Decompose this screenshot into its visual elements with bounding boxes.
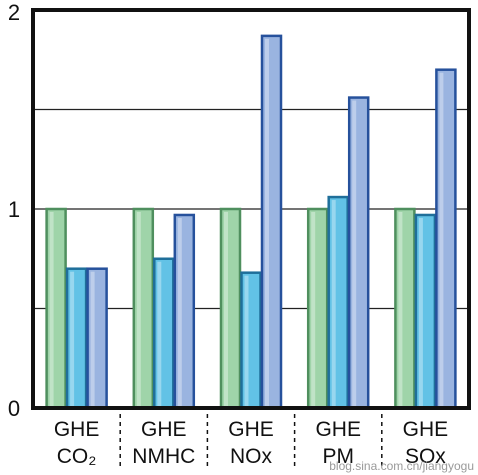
bar-highlight [331,200,336,406]
bar-highlight [90,271,95,406]
bar-highlight [136,212,141,406]
bar-highlight [311,212,316,406]
bar [153,257,175,410]
category-label-top: GHE [315,418,361,441]
bar [45,207,67,410]
bar [132,207,155,410]
bar [65,267,88,410]
y-tick-label: 2 [8,0,20,25]
bar-highlight [265,38,269,407]
bar [394,207,416,410]
bar-highlight [244,275,249,406]
category-label-bottom: SOx [405,445,446,468]
bar-highlight [439,72,444,406]
y-tick-label: 1 [8,197,20,222]
category-label-bottom: CO₂ [57,445,97,468]
bar-highlight [177,217,182,406]
bar-highlight [157,261,162,406]
category-label-bottom: NMHC [132,445,195,468]
bar [219,207,242,410]
y-tick-label: 0 [8,396,20,421]
bar-highlight [49,212,54,406]
bar [327,195,349,410]
category-label-bottom: PM [322,445,354,468]
bar [347,96,370,410]
category-label-top: GHE [403,418,449,441]
bar-highlight [352,100,357,406]
category-label-top: GHE [54,418,100,441]
bar-highlight [398,212,403,406]
bar [435,68,457,410]
bar-highlight [70,271,75,406]
bar [240,271,262,410]
bar [86,267,108,410]
bar-highlight [418,217,423,406]
category-label-top: GHE [228,418,274,441]
bar-highlight [224,212,228,406]
watermark: blog.sina.com.cn/jiangyogu [329,459,474,473]
bar [306,207,329,410]
bar [414,213,437,410]
plot-frame [31,8,471,410]
bar [260,34,283,410]
x-axis-labels: GHE CO₂ GHE NMHC GHE NOx GHE PM GHE SOx [54,414,448,468]
bar [173,213,196,410]
y-axis-ticks: 0 1 2 [8,0,20,421]
category-label-bottom: NOx [230,445,273,468]
category-label-top: GHE [141,418,187,441]
